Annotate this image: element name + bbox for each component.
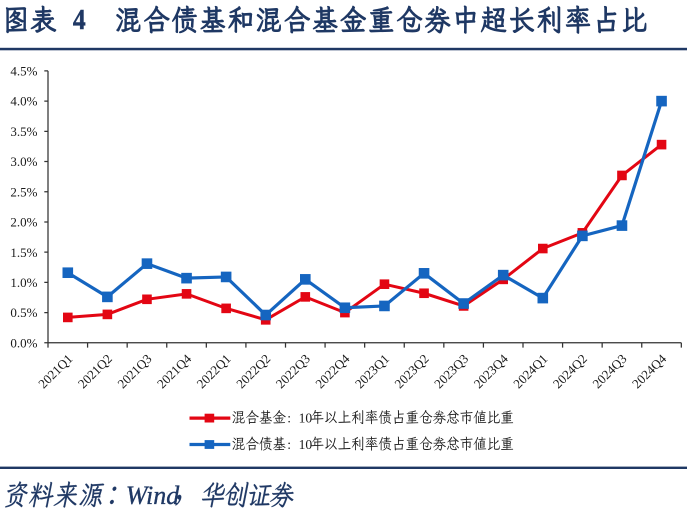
svg-text:10: 10: [299, 437, 313, 452]
svg-text:4.0%: 4.0%: [10, 94, 37, 109]
svg-text:0.0%: 0.0%: [10, 335, 37, 350]
svg-text:3.5%: 3.5%: [10, 124, 37, 139]
svg-text:4: 4: [73, 4, 86, 36]
svg-text:2.0%: 2.0%: [10, 215, 37, 230]
svg-text:2.5%: 2.5%: [10, 184, 37, 199]
svg-text:3.0%: 3.0%: [10, 154, 37, 169]
svg-text:1.0%: 1.0%: [10, 275, 37, 290]
svg-text:Wind: Wind: [126, 480, 180, 510]
svg-text:10: 10: [299, 411, 313, 426]
svg-text::: :: [287, 411, 291, 426]
svg-text::: :: [287, 437, 291, 452]
svg-text:1.5%: 1.5%: [10, 245, 37, 260]
svg-text:4.5%: 4.5%: [10, 64, 37, 79]
svg-text:0.5%: 0.5%: [10, 305, 37, 320]
